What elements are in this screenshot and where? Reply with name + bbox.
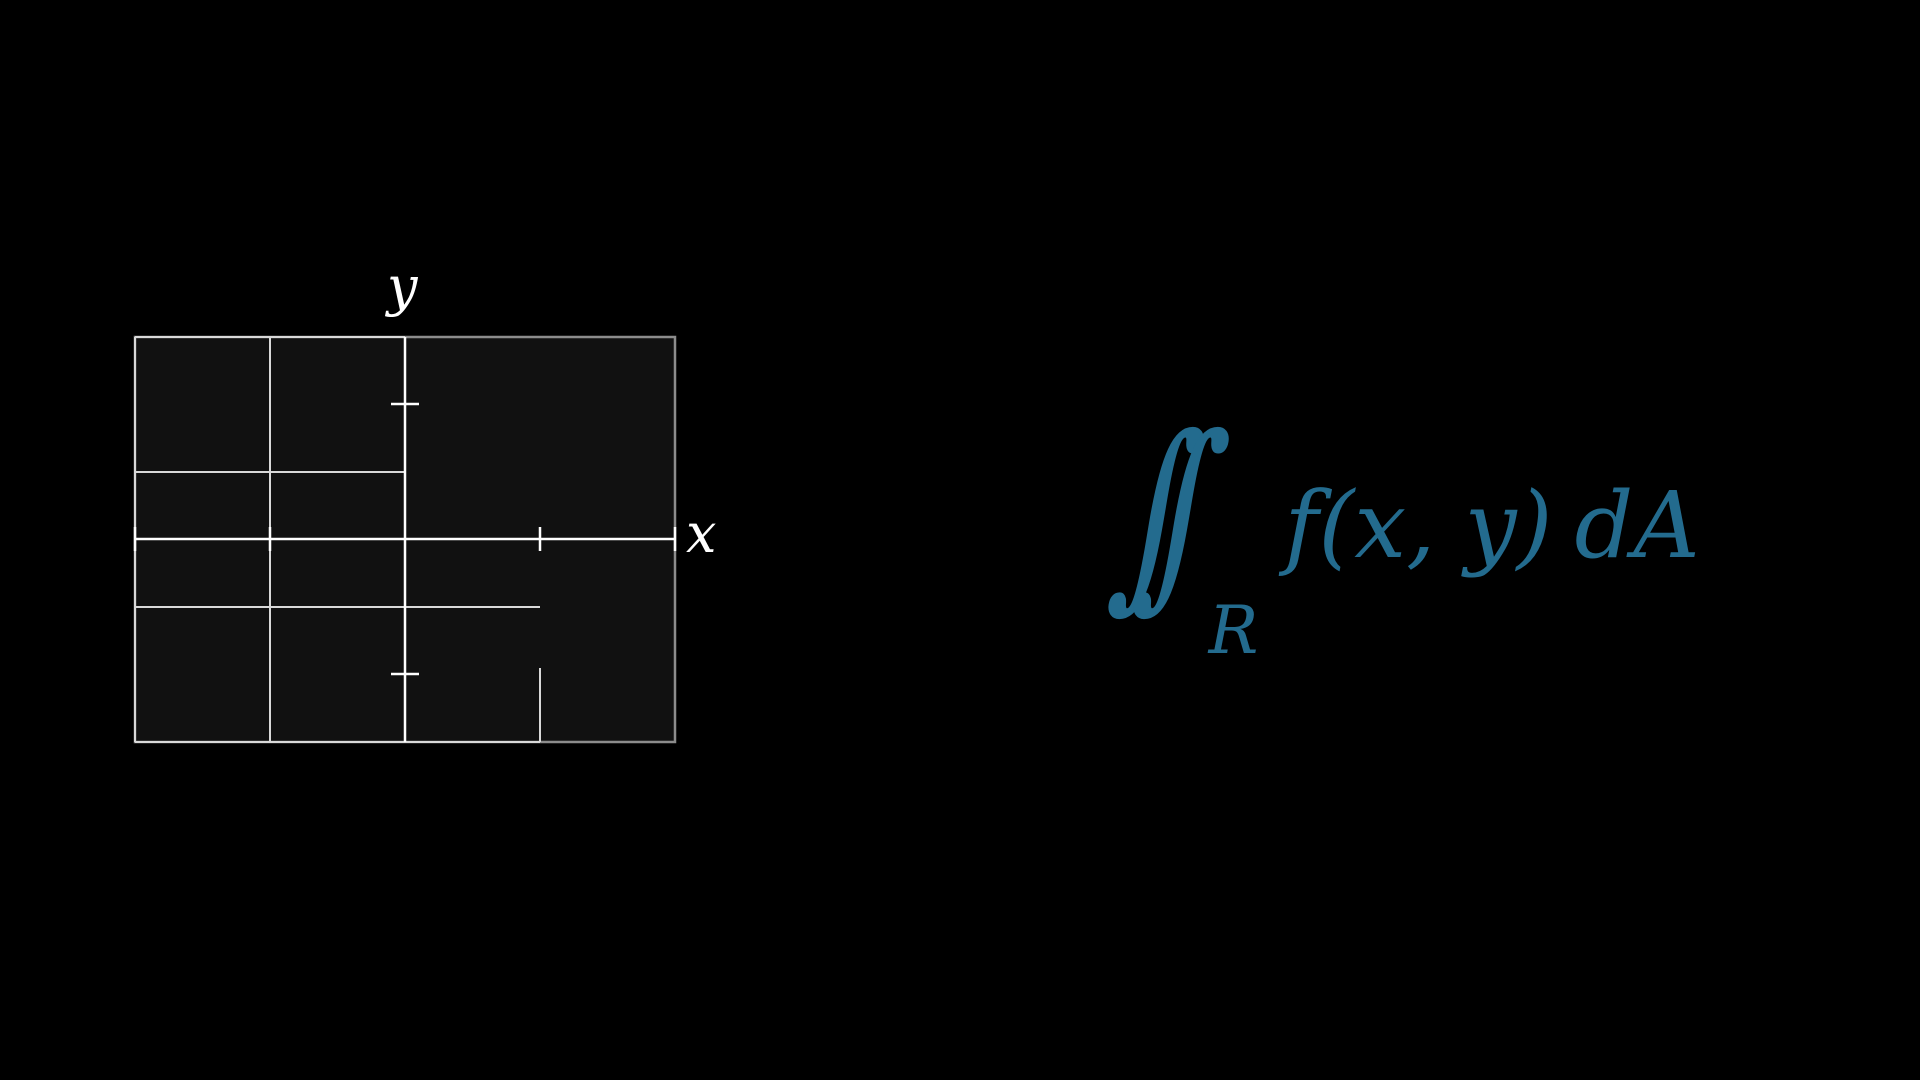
- integration-region-subscript: R: [1208, 592, 1259, 669]
- integrand: f(x, y): [1284, 472, 1553, 579]
- axes: [133, 337, 677, 742]
- area-differential: dA: [1574, 472, 1700, 579]
- double-integral-formula: ∫ ∫ R f(x, y) dA: [1101, 393, 1700, 670]
- x-axis-label: x: [686, 502, 716, 565]
- y-axis-label: y: [385, 255, 419, 318]
